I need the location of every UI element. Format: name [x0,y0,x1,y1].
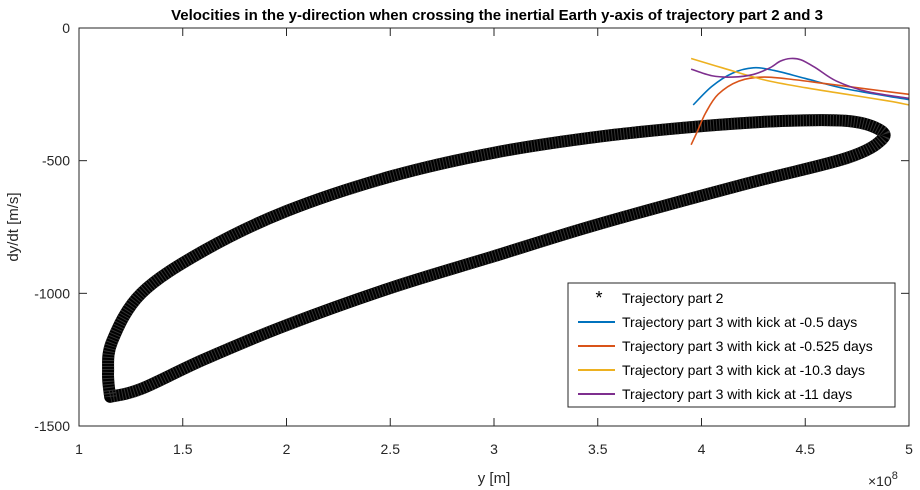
legend-label: Trajectory part 2 [622,290,724,306]
legend-item[interactable]: Trajectory part 3 with kick at -0.525 da… [578,338,873,354]
x-tick-label: 1.5 [173,441,193,457]
x-tick-label: 5 [905,441,913,457]
x-tick-label: 2 [283,441,291,457]
y-tick-label: -1500 [34,418,70,434]
legend-label: Trajectory part 3 with kick at -0.525 da… [622,338,873,354]
legend-item[interactable]: Trajectory part 3 with kick at -11 days [578,386,852,402]
x-tick-label: 4.5 [796,441,816,457]
series-line-1 [692,66,910,106]
series-layer [102,57,910,405]
trajectory-part-2-markers [102,114,891,405]
x-exponent: ×108 [868,470,898,489]
series-line-2 [690,76,910,146]
y-tick-label: -500 [42,153,70,169]
series-4 [690,57,910,100]
series-2 [690,76,910,146]
x-tick-label: 3 [490,441,498,457]
legend-box [567,282,896,408]
x-tick-label: 2.5 [381,441,401,457]
legend-items: * Trajectory part 2 Trajectory part 3 with… [578,288,873,402]
x-tick-label: 4 [698,441,706,457]
series-1 [692,66,910,106]
legend-item[interactable]: Trajectory part 3 with kick at -0.5 days [578,314,857,330]
legend-item[interactable]: * Trajectory part 2 [595,288,723,308]
series-3 [690,57,910,106]
legend-label: Trajectory part 3 with kick at -0.5 days [622,314,857,330]
series-0 [102,114,891,405]
series-line-3 [690,57,910,106]
chart-title: Velocities in the y-direction when cross… [171,7,823,24]
x-tick-label: 1 [75,441,83,457]
plot-area [78,27,910,427]
legend-label: Trajectory part 3 with kick at -10.3 day… [622,362,865,378]
legend[interactable]: * Trajectory part 2 Trajectory part 3 with… [567,282,896,408]
y-tick-label: -1000 [34,285,70,301]
x-axis-label: y [m] [478,470,511,487]
legend-label: Trajectory part 3 with kick at -11 days [622,386,852,402]
y-tick-label: 0 [62,20,70,36]
legend-star-marker: * [595,288,602,308]
x-tick-label: 3.5 [588,441,608,457]
ticks-layer: 1 1.5 2 2.5 3 3.5 4 4.5 5 0 -500 -1000 -1500 [34,20,913,457]
series-line-4 [690,57,910,100]
y-axis-label: dy/dt [m/s] [5,192,22,261]
legend-item[interactable]: Trajectory part 3 with kick at -10.3 day… [578,362,865,378]
